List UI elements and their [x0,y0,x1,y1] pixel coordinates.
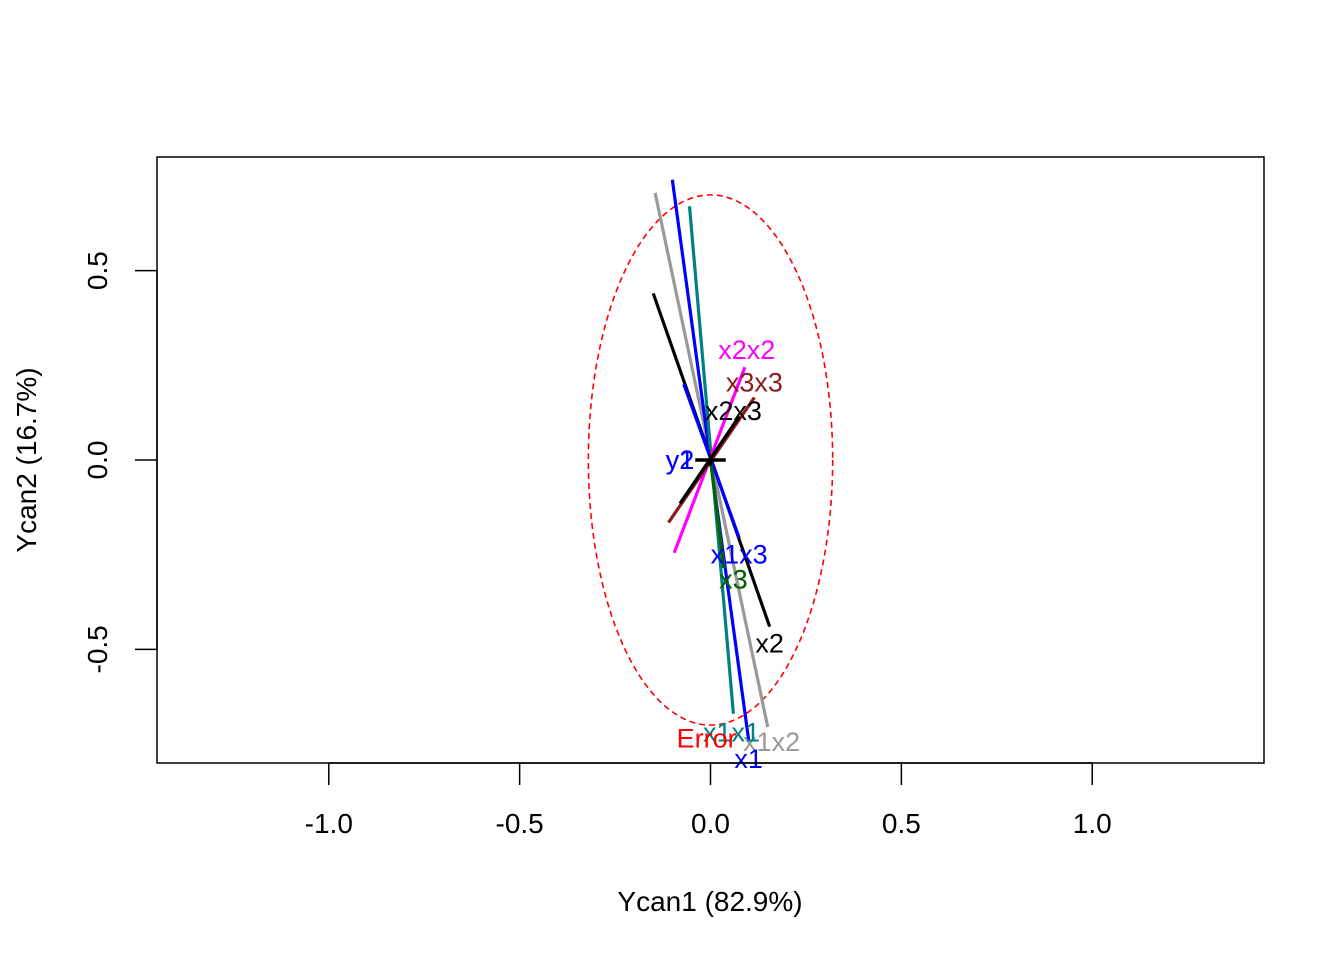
series-end-label: x3 [719,564,748,594]
series-end-label: x1x1 [703,718,760,748]
y-axis-title: Ycan2 (16.7%) [11,367,42,552]
labels-layer: x1x2x1x1x1x2x1x3x3x3x2x2x3x3x2x3y2y1Erro… [666,335,800,774]
series-end-label: x2 [755,629,784,659]
series-layer [587,179,834,741]
y-tick-label: -0.5 [82,625,113,673]
x-tick-label: 0.0 [691,808,730,839]
x-axis: -1.0 -0.5 0.0 0.5 1.0 [305,762,1112,839]
series-line [708,459,726,569]
x-tick-label: -1.0 [305,808,353,839]
series-end-label: x1x2 [743,727,800,757]
series-end-label: x2x2 [718,335,775,365]
series-end-label: x3 [719,564,748,594]
series-end-label: x1x3 [711,540,768,570]
y-axis: -0.5 0.0 0.5 [82,251,158,674]
point-label: y1 [666,445,695,475]
x-tick-label: 1.0 [1073,808,1112,839]
x-axis-title: Ycan1 (82.9%) [617,886,802,917]
y-tick-label: 0.5 [82,251,113,290]
x-tick-label: 0.5 [882,808,921,839]
series-end-label: x2x3 [705,396,762,426]
point-label: y2 [666,445,695,475]
x-tick-label: -0.5 [496,808,544,839]
series-end-label: x3x3 [726,367,783,397]
error-ellipse [587,194,834,726]
series-end-label: x1 [734,744,763,774]
y-tick-label: 0.0 [82,441,113,480]
error-label: Error [677,723,737,753]
